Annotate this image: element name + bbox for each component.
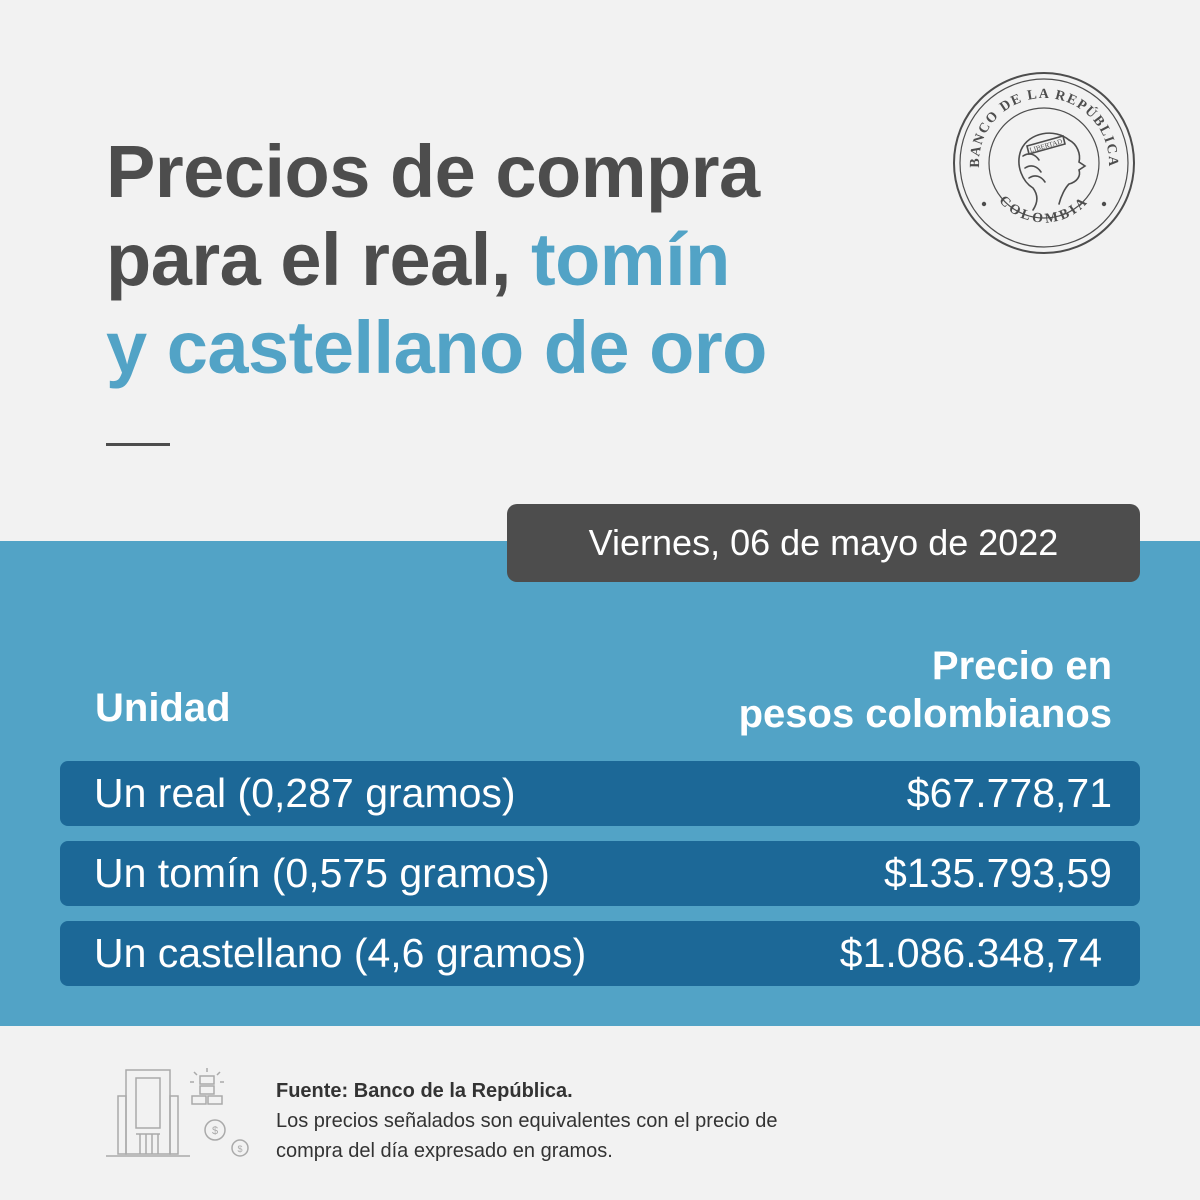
svg-text:$: $	[212, 1125, 218, 1137]
row-unit: Un castellano (4,6 gramos)	[94, 930, 587, 976]
date-text: Viernes, 06 de mayo de 2022	[588, 522, 1059, 563]
title-divider	[106, 443, 170, 446]
column-header-price-line-2: pesos colombianos	[738, 692, 1112, 736]
row-price: $1.086.348,74	[839, 930, 1102, 976]
row-unit: Un real (0,287 gramos)	[94, 770, 516, 816]
row-price: $135.793,59	[883, 850, 1112, 896]
column-header-unit: Unidad	[95, 686, 231, 730]
footer-source: Fuente: Banco de la República.	[276, 1080, 573, 1102]
column-header-price: Precio en pesos colombianos	[739, 642, 1112, 738]
table-row: Un castellano (4,6 gramos) $1.086.348,74	[60, 921, 1140, 986]
footer-source-note: Fuente: Banco de la República. Los preci…	[276, 1076, 777, 1166]
column-header-price-line-1: Precio en	[931, 644, 1112, 688]
table-row: Un real (0,287 gramos) $67.778,71	[60, 761, 1140, 826]
row-price: $67.778,71	[906, 770, 1112, 816]
title-line-1: Precios de compra	[106, 130, 760, 213]
title-line-2-dark: para el real,	[106, 218, 531, 301]
page-title: Precios de compra para el real, tomín y …	[106, 128, 767, 392]
row-unit: Un tomín (0,575 gramos)	[94, 850, 550, 896]
title-line-3-accent: y castellano de oro	[106, 306, 767, 389]
bank-building-gold-coins-icon: $ $	[106, 1068, 249, 1157]
footer-note-line-1: Los precios señalados son equivalentes c…	[276, 1110, 778, 1132]
liberty-head-icon	[1018, 132, 1087, 211]
banco-republica-seal-logo: BANCO DE LA REPÚBLICA COLOMBIA LIBERTAD	[953, 72, 1135, 254]
title-line-2-accent: tomín	[530, 218, 730, 301]
table-row: Un tomín (0,575 gramos) $135.793,59	[60, 841, 1140, 906]
svg-text:$: $	[237, 1144, 242, 1154]
footer-note-line-2: compra del día expresado en gramos.	[276, 1140, 613, 1162]
date-badge: Viernes, 06 de mayo de 2022	[507, 504, 1140, 582]
